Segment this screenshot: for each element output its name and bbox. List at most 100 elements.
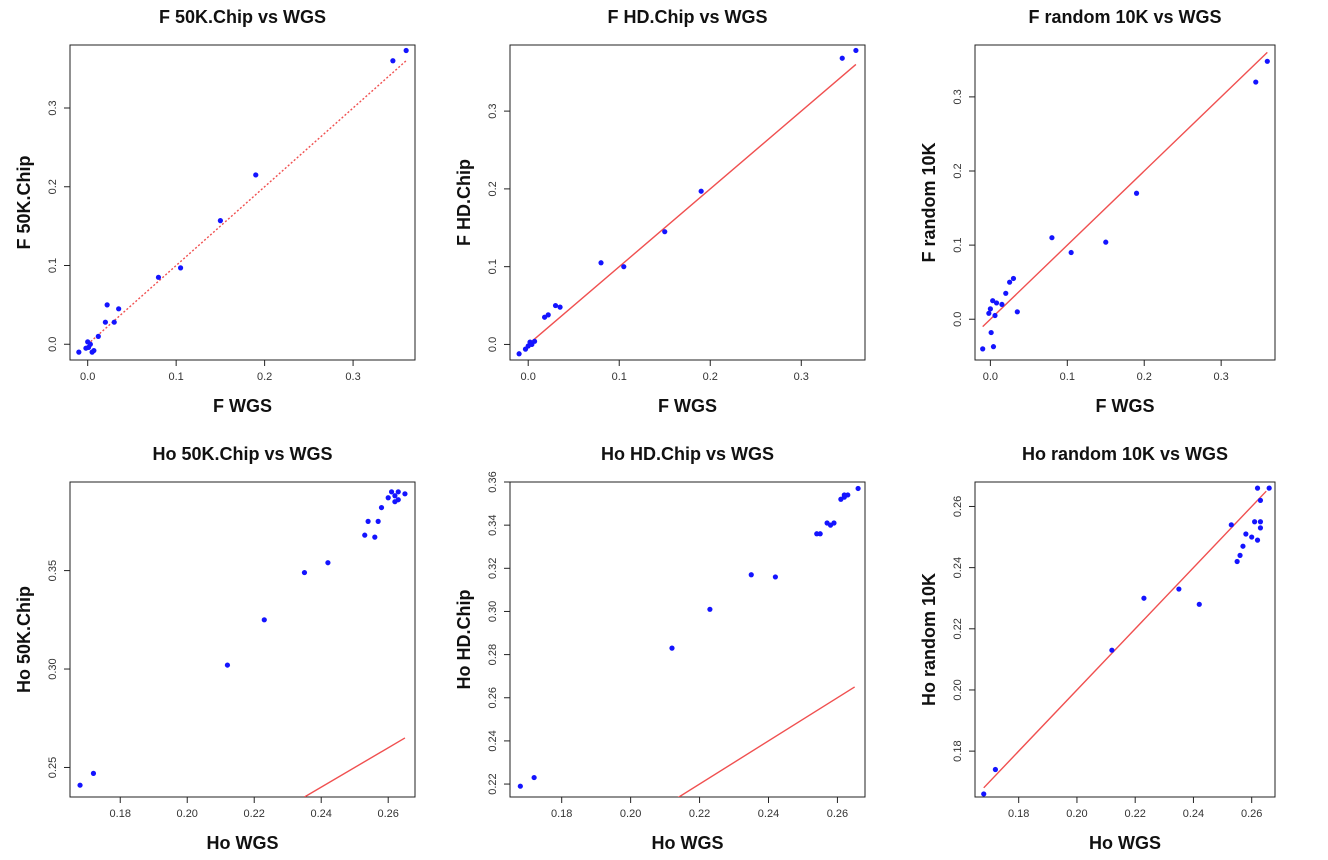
x-tick-label: 0.20 [620, 808, 641, 820]
x-tick-label: 0.0 [521, 371, 536, 383]
data-point [1109, 647, 1115, 653]
y-tick-label: 0.36 [487, 471, 499, 492]
data-point [772, 574, 778, 580]
chart-title: F 50K.Chip vs WGS [159, 7, 326, 27]
data-point [662, 229, 668, 235]
data-point [1249, 534, 1255, 540]
data-point [748, 572, 754, 578]
data-point [1266, 485, 1272, 491]
y-tick-label: 0.26 [952, 496, 964, 517]
data-point [77, 782, 83, 788]
data-point [301, 569, 308, 576]
data-point [845, 492, 851, 498]
y-tick-label: 0.1 [487, 259, 499, 274]
data-point [388, 489, 395, 495]
y-tick-label: 0.1 [952, 237, 964, 252]
y-tick-label: 0.24 [487, 730, 499, 751]
data-point [365, 518, 371, 524]
data-point [217, 218, 223, 224]
data-point [1196, 601, 1202, 607]
x-tick-label: 0.1 [612, 371, 627, 383]
plot-frame [509, 481, 866, 798]
y-tick-label: 0.22 [952, 618, 964, 639]
x-tick-label: 0.3 [1214, 371, 1229, 383]
data-point [981, 791, 987, 797]
data-point [1049, 235, 1055, 241]
y-axis-label: F random 10K [919, 142, 939, 262]
x-axis-label: F WGS [658, 396, 717, 416]
y-tick-label: 0.20 [952, 679, 964, 700]
data-point [116, 306, 122, 312]
y-tick-label: 0.3 [952, 89, 964, 104]
fit-line [87, 60, 407, 345]
data-point [385, 495, 391, 501]
chart-panel-2: F HD.Chip vs WGS 0.0 0.1 0.2 0.3 0.0 0.1 0.2 0.3… [454, 7, 866, 416]
y-axis-label: Ho 50K.Chip [14, 586, 34, 693]
data-point [378, 504, 385, 511]
data-point [999, 301, 1005, 308]
data-point [992, 312, 998, 319]
data-point [403, 47, 409, 54]
data-point [855, 485, 861, 492]
y-tick-label: 0.0 [952, 312, 964, 327]
y-tick-label: 0.26 [487, 687, 499, 708]
data-point [988, 329, 994, 336]
y-axis-label: F 50K.Chip [14, 155, 34, 249]
data-point [598, 260, 604, 266]
y-tick-label: 0.35 [47, 560, 59, 581]
y-tick-label: 0.30 [47, 658, 59, 679]
data-point [621, 264, 627, 270]
data-point [1010, 275, 1017, 282]
data-point [1243, 531, 1249, 537]
plot-frame [974, 481, 1276, 798]
x-axis-label: Ho WGS [1089, 833, 1161, 853]
y-tick-label: 0.34 [487, 514, 499, 535]
data-point [1133, 190, 1140, 196]
data-point [531, 774, 537, 781]
x-tick-label: 0.18 [1008, 808, 1029, 820]
x-axis-label: F WGS [1096, 396, 1155, 416]
data-point [990, 344, 997, 350]
x-tick-label: 0.22 [689, 808, 710, 820]
data-point [95, 333, 101, 339]
data-point [104, 302, 110, 308]
data-point [1228, 522, 1234, 528]
data-point [224, 662, 231, 668]
data-point [839, 55, 845, 61]
data-point [1253, 79, 1259, 85]
x-tick-label: 0.2 [703, 371, 718, 383]
x-tick-label: 0.0 [80, 371, 95, 383]
x-axis-label: F WGS [213, 396, 272, 416]
chart-title: F HD.Chip vs WGS [607, 7, 767, 27]
data-point [395, 497, 401, 503]
plot-frame [69, 44, 416, 361]
data-point [177, 265, 184, 271]
data-point [1141, 595, 1147, 601]
data-point [1254, 485, 1261, 491]
data-point [392, 493, 398, 499]
plot-frame [509, 44, 866, 361]
x-axis-label: Ho WGS [207, 833, 279, 853]
x-tick-label: 0.24 [1183, 808, 1204, 820]
data-point [669, 645, 675, 651]
y-tick-label: 0.30 [487, 601, 499, 622]
data-point [372, 534, 378, 540]
y-tick-label: 0.24 [952, 557, 964, 578]
data-point [1252, 519, 1258, 525]
fit-line [677, 686, 856, 797]
y-tick-label: 0.0 [487, 337, 499, 352]
x-tick-label: 0.2 [257, 371, 272, 383]
data-point [1234, 558, 1240, 565]
x-tick-label: 0.26 [827, 808, 848, 820]
data-point [853, 47, 859, 54]
chart-title: Ho random 10K vs WGS [1022, 444, 1228, 464]
chart-title: Ho 50K.Chip vs WGS [152, 444, 332, 464]
data-point [362, 532, 368, 538]
fit-line [983, 490, 1267, 789]
data-point [831, 520, 837, 526]
data-point [87, 341, 93, 347]
data-point [1264, 58, 1270, 64]
y-tick-label: 0.2 [952, 163, 964, 178]
x-tick-label: 0.3 [345, 371, 360, 383]
